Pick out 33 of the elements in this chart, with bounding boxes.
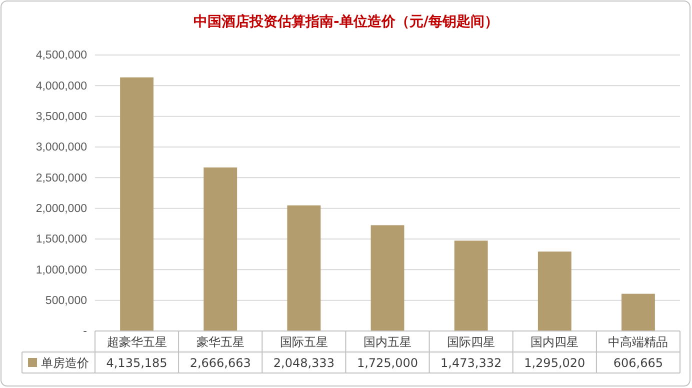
x-tick-label: 国际五星 [280,335,328,349]
y-tick-label: 3,500,000 [36,111,87,124]
y-tick-label: 1,500,000 [36,234,87,246]
data-label: 1,295,020 [524,356,586,370]
x-tick-label: 超豪华五星 [106,335,167,349]
data-label: 2,048,333 [273,356,334,370]
bar [538,252,572,331]
bar [287,205,321,331]
x-tick-label: 国内四星 [530,335,579,349]
bar [204,167,238,331]
data-label: 1,725,000 [356,356,418,370]
legend-label: 单房造价 [41,356,89,370]
data-label: 4,135,185 [106,356,168,370]
y-tick-label: 2,500,000 [36,172,87,184]
y-tick-label: 3,000,000 [36,142,87,154]
x-tick-label: 中高端精品 [608,335,668,349]
bar [370,225,404,331]
x-tick-label: 国际四星 [447,335,496,349]
data-label: 2,666,663 [190,356,251,370]
y-tick-label: 1,000,000 [36,264,87,276]
y-tick-label: 500,000 [45,295,87,308]
bar [120,77,154,331]
y-tick-label: 4,500,000 [36,50,87,62]
y-tick-label: - [83,326,88,338]
x-tick-label: 豪华五星 [196,335,244,349]
chart-title: 中国酒店投资估算指南-单位造价（元/每钥匙间） [194,13,498,30]
data-label: 606,665 [613,356,664,370]
y-tick-label: 4,000,000 [36,80,87,92]
x-tick-label: 国内五星 [364,335,412,349]
bar [622,294,655,331]
y-tick-label: 2,000,000 [36,203,87,216]
bar [454,240,488,331]
data-label: 1,473,332 [440,356,502,370]
